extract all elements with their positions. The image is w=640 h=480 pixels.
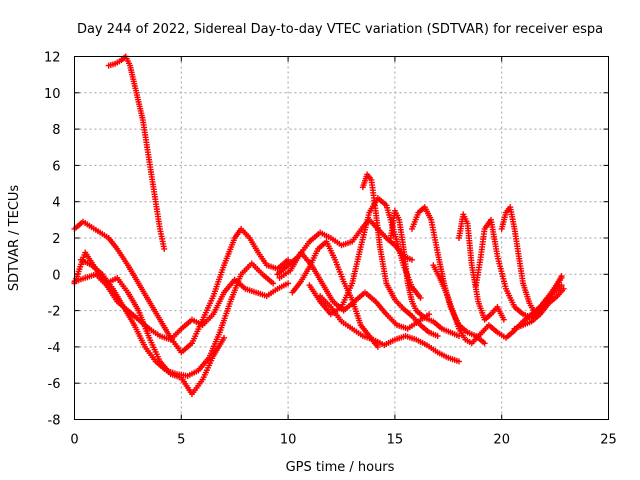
y-tick-label: -4: [48, 341, 61, 356]
data-point-marker: [500, 316, 507, 323]
data-point-marker: [374, 343, 381, 350]
x-tick-label: 15: [387, 433, 404, 448]
y-tick-label: 0: [52, 268, 60, 283]
y-tick-label: -8: [48, 414, 61, 429]
data-point-marker: [455, 358, 462, 365]
x-tick-label: 5: [177, 433, 185, 448]
series-arc-8: [289, 238, 381, 350]
series-arc-4: [71, 271, 292, 343]
series-arc-12: [387, 207, 462, 340]
data-point-marker: [434, 333, 441, 340]
series-arc-10: [359, 171, 441, 340]
data-point-marker: [426, 311, 433, 318]
y-tick-label: 12: [44, 51, 61, 66]
y-tick-label: -2: [48, 305, 61, 320]
x-tick-label: 20: [493, 433, 510, 448]
data-point-marker: [408, 256, 415, 263]
y-tick-label: -6: [48, 377, 61, 392]
series-arc-1: [105, 53, 168, 252]
x-axis-label: GPS time / hours: [286, 460, 395, 475]
data-point-marker: [221, 334, 228, 341]
y-tick-label: 10: [44, 87, 61, 102]
data-point-marker: [558, 273, 565, 280]
plot-frame: [74, 56, 609, 420]
series-arc-18: [511, 285, 567, 332]
data-point-marker: [560, 285, 567, 292]
data-point-marker: [481, 340, 488, 347]
data-point-marker: [285, 256, 292, 263]
x-tick-label: 0: [70, 433, 78, 448]
chart-title: Day 244 of 2022, Sidereal Day-to-day VTE…: [77, 22, 603, 37]
x-tick-label: 10: [280, 433, 297, 448]
series-arc-11: [317, 293, 462, 365]
y-axis-label: SDTVAR / TECUs: [7, 185, 22, 292]
series-arc-2: [71, 218, 292, 356]
y-tick-label: 8: [52, 123, 60, 138]
data-point-marker: [558, 282, 565, 289]
y-tick-label: 4: [52, 196, 60, 211]
data-point-marker: [270, 280, 277, 287]
data-point-marker: [285, 280, 292, 287]
x-tick-label: 25: [600, 433, 617, 448]
data-point-marker: [161, 245, 168, 252]
series-arc-5: [77, 256, 277, 379]
data-markers: [71, 53, 567, 398]
axis-ticks: 0 5 10 15 20 25 -8 -6 -4 -2 0 2 4 6 8 10 12: [44, 51, 617, 448]
y-tick-label: 2: [52, 232, 60, 247]
y-tick-label: 6: [52, 159, 60, 174]
data-point-marker: [417, 294, 424, 301]
